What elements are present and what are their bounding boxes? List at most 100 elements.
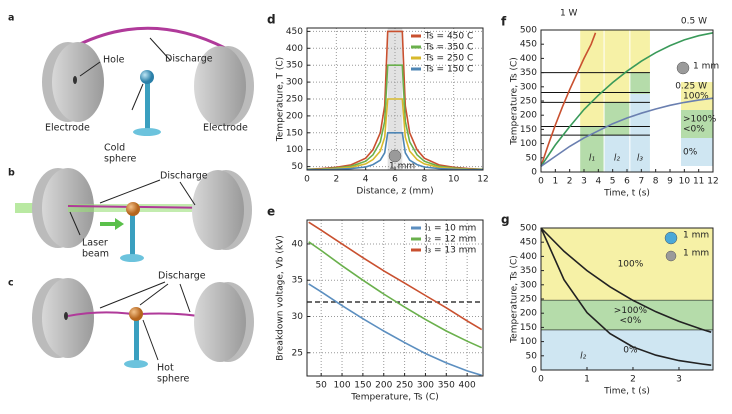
key-label: >100% — [683, 115, 717, 125]
x-tick-label: 12 — [477, 175, 488, 185]
y-tick-label: 50 — [292, 162, 304, 172]
y-tick-label: 40 — [292, 239, 304, 249]
x-tick-label: 50 — [315, 381, 327, 391]
y-tick-label: 150 — [520, 323, 537, 333]
panel-letter: c — [8, 278, 14, 289]
band-label: >100% — [614, 306, 648, 316]
y-tick-label: 100 — [520, 337, 537, 347]
y-axis-label: Temperature, T (C) — [276, 57, 286, 142]
label: Electrode — [45, 123, 90, 134]
y-tick-label: 150 — [286, 128, 303, 138]
x-axis-label: Distance, z (mm) — [356, 187, 433, 197]
x-tick-label: 0 — [538, 375, 544, 385]
stand-base — [124, 360, 148, 368]
series-label: 1 W — [560, 8, 578, 18]
y-tick-label: 400 — [520, 54, 537, 64]
region-label: l₂ — [614, 154, 621, 164]
label: sphere — [104, 154, 137, 165]
legend-label: l₂ = 12 mm — [425, 235, 476, 245]
region-label: l₃ — [637, 154, 644, 164]
y-tick-label: 500 — [520, 26, 537, 36]
label: Discharge — [165, 54, 213, 65]
electrode — [192, 170, 244, 250]
x-tick-label: 3 — [581, 177, 587, 187]
series-line — [306, 30, 484, 171]
series-line — [540, 32, 597, 167]
legend-label: Ts = 450 C — [424, 32, 473, 42]
y-tick-label: 0 — [531, 366, 537, 376]
band-label: 100% — [618, 260, 644, 270]
plot-frame — [540, 227, 714, 371]
arrow — [79, 61, 101, 77]
band — [541, 300, 713, 331]
discharge-arc — [77, 26, 226, 50]
x-tick-label: 0 — [304, 175, 310, 185]
y-tick-label: 300 — [520, 280, 537, 290]
x-tick-label: 2 — [630, 375, 636, 385]
stand-base — [133, 128, 161, 136]
region-low — [629, 93, 650, 172]
y-tick-label: 50 — [526, 153, 538, 163]
panel-letter: d — [267, 13, 276, 27]
label: Cold — [104, 143, 125, 154]
y-tick-label: 150 — [520, 125, 537, 135]
x-tick-label: 2 — [333, 175, 339, 185]
x-tick-label: 1 — [584, 375, 590, 385]
legend-label: Ts = 150 C — [424, 65, 473, 75]
x-tick-label: 6 — [392, 175, 398, 185]
label: sphere — [157, 374, 190, 385]
label: Discharge — [158, 271, 206, 282]
x-tick-label: 9 — [667, 177, 673, 187]
key-label: 100% — [683, 92, 709, 102]
arrow — [179, 181, 196, 206]
sphere — [129, 307, 143, 321]
series-line — [540, 227, 712, 366]
legend-sphere — [665, 250, 677, 262]
key-label: <0% — [683, 125, 705, 135]
sphere — [126, 202, 140, 216]
x-tick-label: 10 — [448, 175, 460, 185]
y-tick-label: 35 — [292, 276, 303, 286]
legend-label: l₃ = 13 mm — [425, 246, 476, 256]
band-label: 0% — [623, 346, 638, 356]
y-tick-label: 100 — [286, 145, 303, 155]
x-tick-label: 10 — [679, 177, 691, 187]
x-tick-label: 4 — [363, 175, 369, 185]
label: beam — [82, 249, 109, 260]
series-line — [540, 32, 714, 167]
hole — [64, 312, 68, 320]
y-tick-label: 500 — [520, 224, 537, 234]
series-line — [308, 241, 483, 349]
sphere — [140, 70, 154, 84]
label: Hot — [157, 363, 174, 374]
plot-frame — [540, 29, 714, 173]
y-axis-label: Temperature, Ts (C) — [510, 57, 520, 146]
arrow — [100, 218, 124, 230]
y-tick-label: 250 — [520, 295, 537, 305]
legend-label: Ts = 250 C — [424, 54, 473, 64]
sphere-label: 1 mm — [389, 162, 415, 172]
x-tick-label: 350 — [438, 381, 455, 391]
series-label: 0.5 W — [681, 16, 707, 26]
electrode — [42, 278, 94, 358]
series-line — [306, 98, 484, 171]
y-tick-label: 300 — [520, 82, 537, 92]
series-label: 0.25 W — [675, 82, 707, 92]
x-tick-label: 5 — [610, 177, 616, 187]
stand — [130, 212, 135, 257]
series-line — [306, 64, 484, 171]
hole — [73, 76, 77, 84]
x-tick-label: 300 — [417, 381, 434, 391]
key-label: 0% — [683, 148, 698, 158]
discharge-line — [67, 311, 133, 317]
label: Discharge — [160, 171, 208, 182]
panel-letter: b — [8, 168, 15, 179]
arrow — [142, 319, 159, 361]
y-tick-label: 350 — [520, 266, 537, 276]
arrow — [69, 211, 81, 236]
y-tick-label: 200 — [520, 111, 537, 121]
series-line — [540, 227, 712, 333]
sphere-label: 1 mm — [693, 62, 719, 72]
x-axis-label: Time, t (s) — [603, 189, 650, 199]
